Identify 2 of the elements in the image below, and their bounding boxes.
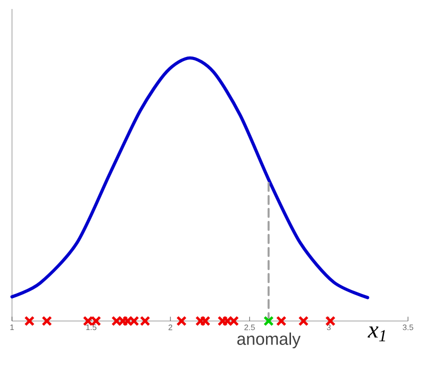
annotation: anomaly xyxy=(237,332,301,348)
x-axis-title: x$_{1}$ xyxy=(368,326,386,342)
